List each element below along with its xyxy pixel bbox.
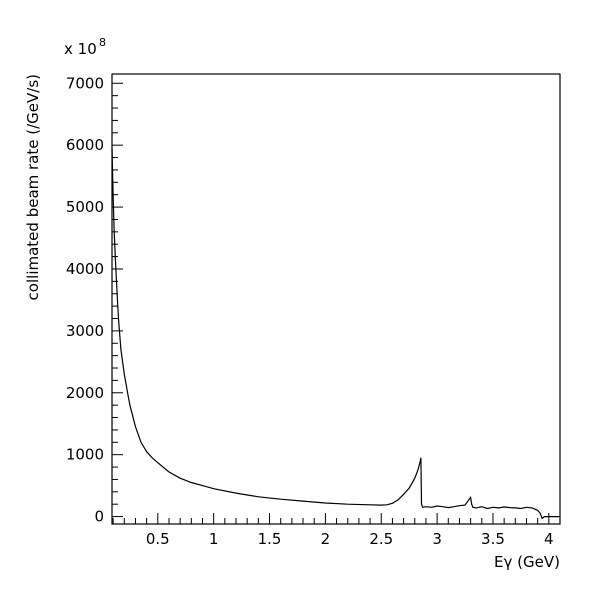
series-line: [112, 148, 560, 518]
y-multiplier-exponent: 8: [99, 36, 106, 49]
y-tick-label: 3000: [66, 322, 104, 340]
y-tick-label: 1000: [66, 446, 104, 464]
y-tick-label: 2000: [66, 384, 104, 402]
x-tick-label: 2.5: [369, 530, 393, 548]
x-axis-label: Eγ (GeV): [494, 553, 560, 571]
axis-ticks: [112, 83, 560, 524]
x-tick-label: 2: [321, 530, 331, 548]
y-tick-label: 7000: [66, 74, 104, 92]
x-tick-label: 3: [432, 530, 442, 548]
x-tick-label: 1: [209, 530, 219, 548]
x-tick-label: 4: [544, 530, 554, 548]
y-multiplier: x 10: [64, 40, 97, 58]
y-tick-label: 6000: [66, 136, 104, 154]
y-tick-label: 4000: [66, 260, 104, 278]
x-tick-label: 0.5: [146, 530, 170, 548]
plot-frame: [112, 74, 560, 524]
y-axis-label: collimated beam rate (/GeV/s): [24, 74, 42, 300]
y-tick-label: 0: [94, 508, 104, 526]
x-tick-label: 1.5: [258, 530, 282, 548]
y-tick-label: 5000: [66, 198, 104, 216]
x-tick-label: 3.5: [481, 530, 505, 548]
tick-labels: 0.5 1 1.5 2 2.5 3 3.5 4 0 1000 2000 3000 4000 5000 600…: [66, 74, 554, 548]
